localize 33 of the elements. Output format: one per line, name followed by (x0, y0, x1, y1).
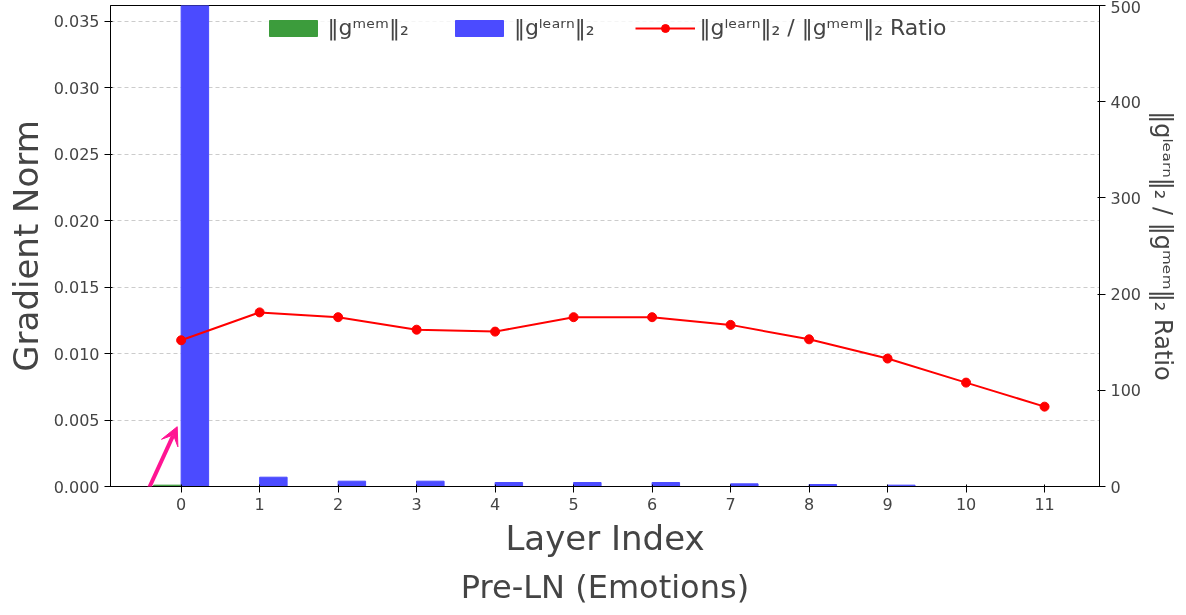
x-tick-label: 8 (803, 494, 815, 514)
y-tick-label: 0.035 (53, 12, 100, 32)
y2-tick-label: 500 (1110, 0, 1142, 17)
x-tick-label: 10 (955, 494, 977, 514)
y-tick-label: 0.030 (53, 78, 100, 98)
x-tick-label: 9 (882, 494, 893, 514)
y-tick-label: 0.010 (53, 344, 100, 364)
legend-label: ‖gˡᵉᵃʳⁿ‖₂ / ‖gᵐᵉᵐ‖₂ Ratio (699, 15, 947, 40)
x-tick-label: 5 (568, 494, 579, 514)
y-axis-title: Gradient Norm (5, 120, 46, 372)
y-tick-label: 0.015 (53, 278, 100, 298)
x-tick-label: 2 (333, 494, 344, 514)
x-tick-label: 6 (647, 494, 658, 514)
x-tick-label: 7 (725, 494, 736, 514)
x-tick-label: 3 (411, 494, 422, 514)
y2-tick-label: 100 (1110, 381, 1142, 401)
x-tick-label: 0 (176, 494, 187, 514)
y-tick-label: 0.000 (53, 477, 100, 497)
legend-label: ‖gˡᵉᵃʳⁿ‖₂ (513, 15, 595, 40)
x-axis-title: Layer Index (505, 517, 705, 558)
y2-axis-title: ‖gˡᵉᵃʳⁿ‖₂ / ‖gᵐᵉᵐ‖₂ Ratio (1149, 111, 1178, 381)
y2-tick-label: 200 (1110, 285, 1142, 305)
x-tick-label: 1 (254, 494, 265, 514)
y2-tick-label: 0 (1110, 477, 1121, 497)
x-tick-label: 11 (1034, 494, 1055, 514)
y-tick-label: 0.005 (53, 411, 100, 431)
y2-tick-label: 400 (1110, 92, 1142, 112)
y-tick-label: 0.020 (53, 211, 100, 231)
legend-label: ‖gᵐᵉᵐ‖₂ (327, 15, 409, 40)
y2-tick-label: 300 (1110, 188, 1142, 208)
x-tick-label: 4 (490, 494, 501, 514)
text: Pre-LN (Emotions) (460, 567, 750, 606)
y-tick-label: 0.025 (53, 145, 100, 165)
